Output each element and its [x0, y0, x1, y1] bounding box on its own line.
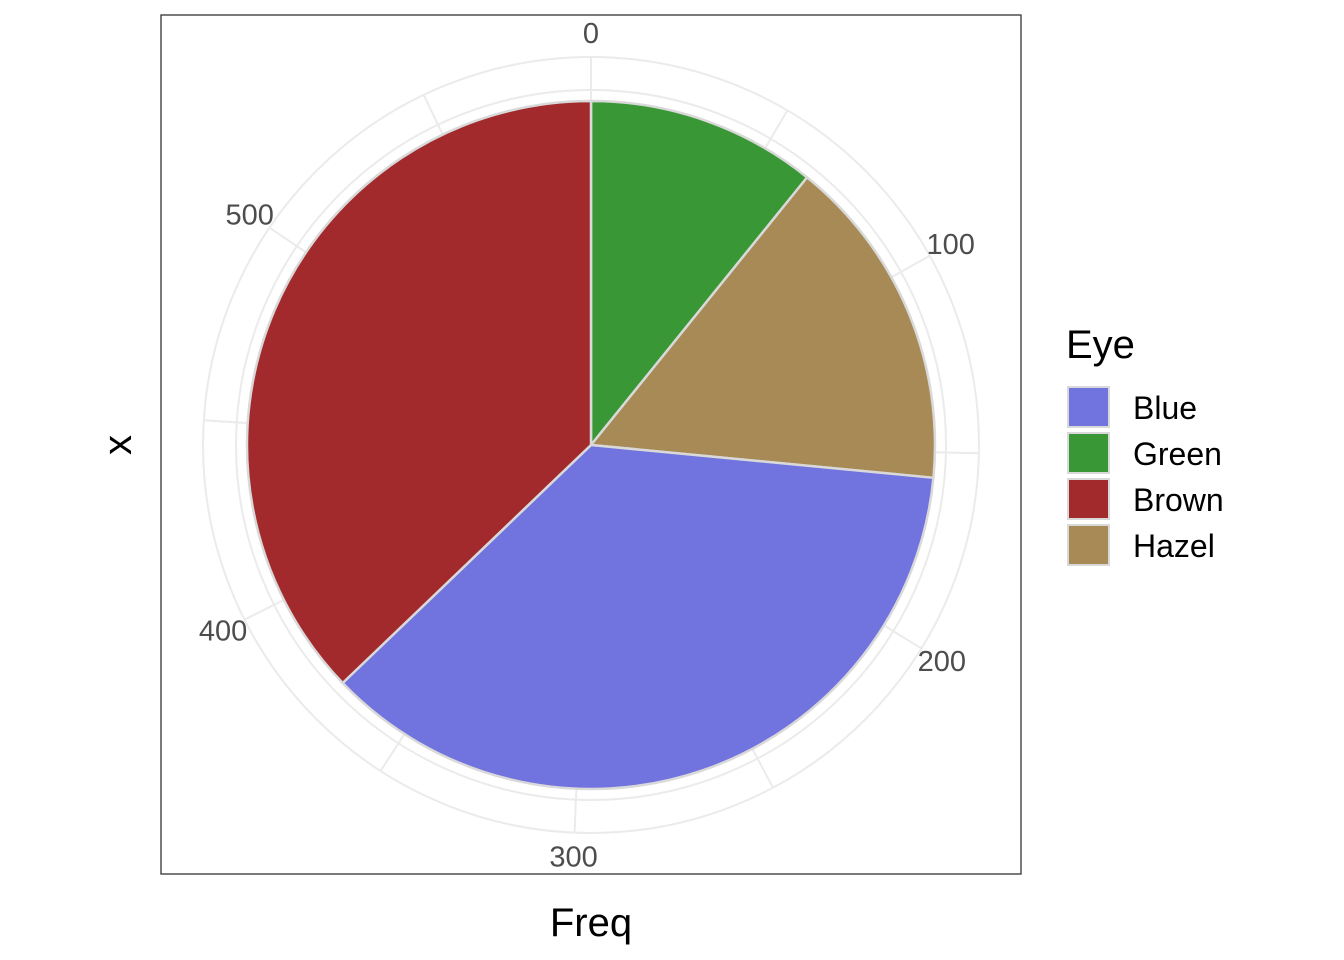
legend-label-blue: Blue	[1133, 390, 1197, 426]
tick-label: 100	[926, 229, 974, 261]
pie-slice-green	[589, 99, 809, 447]
x-axis-title: Freq	[550, 901, 632, 945]
legend-swatch-green	[1067, 432, 1110, 474]
radial-tick-labels: 0 100 200 300 400 500	[199, 18, 975, 874]
legend-swatch-brown	[1067, 478, 1110, 520]
grid-radial-line	[203, 419, 248, 425]
grid-radial-line	[764, 109, 789, 149]
legend-items: Blue Green Brown Hazel	[1067, 386, 1224, 566]
pie-slice-brown	[245, 99, 593, 685]
pie-slice-hazel	[589, 176, 937, 480]
grid-radial-line	[890, 254, 931, 279]
legend-swatch-hazel	[1067, 524, 1110, 566]
legend-label-hazel: Hazel	[1133, 528, 1215, 564]
grid-radial-line	[422, 94, 444, 136]
grid-radial-line	[883, 624, 922, 650]
grid-radial-line	[379, 733, 406, 772]
tick-label: 200	[918, 646, 966, 678]
legend: Eye Blue Green Brown Hazel	[1066, 323, 1224, 566]
tick-label: 0	[583, 18, 599, 50]
legend-title: Eye	[1066, 323, 1135, 367]
tick-label: 500	[225, 199, 273, 231]
grid-radial-line	[751, 748, 774, 789]
y-axis-title: x	[96, 435, 140, 455]
pie-slices	[245, 99, 937, 791]
polar-grid	[202, 56, 980, 834]
grid-radial-line	[244, 598, 285, 621]
tick-label: 300	[549, 842, 597, 874]
grid-radial-line	[573, 788, 578, 833]
tick-label: 400	[199, 615, 247, 647]
pie-slice-blue	[341, 443, 935, 791]
grid-radial-line	[268, 226, 307, 254]
legend-label-green: Green	[1133, 436, 1222, 472]
legend-label-brown: Brown	[1133, 482, 1224, 518]
grid-radial-line	[934, 451, 979, 455]
legend-swatch-blue	[1067, 386, 1110, 428]
